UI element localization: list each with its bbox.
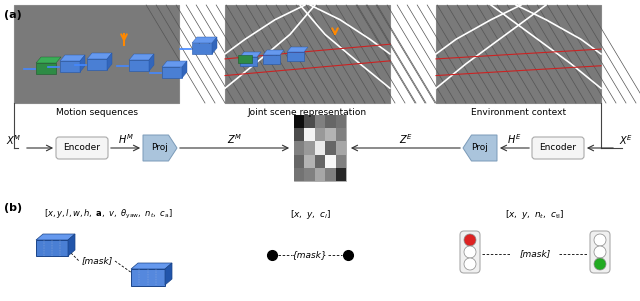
- Text: [mask]: [mask]: [81, 256, 113, 265]
- Polygon shape: [87, 53, 112, 59]
- Bar: [325, 141, 335, 155]
- Polygon shape: [143, 135, 177, 161]
- Polygon shape: [463, 135, 497, 161]
- Text: Joint scene representation: Joint scene representation: [248, 108, 367, 117]
- Bar: [294, 128, 305, 141]
- Text: $H^E$: $H^E$: [508, 132, 522, 146]
- Text: $[x,\ y,\ n_t,\ c_\mathrm{tl}]$: $[x,\ y,\ n_t,\ c_\mathrm{tl}]$: [506, 208, 564, 221]
- Bar: [315, 128, 325, 141]
- Text: $[x,\ y,\ c_l]$: $[x,\ y,\ c_l]$: [289, 208, 330, 221]
- Bar: [305, 168, 315, 181]
- Bar: [335, 168, 346, 181]
- FancyBboxPatch shape: [590, 231, 610, 273]
- Text: $X^M$: $X^M$: [6, 133, 22, 147]
- Circle shape: [594, 246, 606, 258]
- Bar: [325, 128, 335, 141]
- Circle shape: [594, 258, 606, 270]
- Polygon shape: [287, 47, 308, 52]
- Polygon shape: [60, 55, 85, 61]
- Bar: [294, 168, 305, 181]
- Bar: [294, 115, 346, 181]
- Polygon shape: [162, 61, 187, 67]
- Polygon shape: [68, 234, 75, 256]
- Text: $Z^E$: $Z^E$: [399, 132, 412, 146]
- Text: Encoder: Encoder: [540, 144, 577, 153]
- Polygon shape: [129, 54, 154, 60]
- Bar: [315, 141, 325, 155]
- Bar: [162, 67, 182, 78]
- Bar: [315, 155, 325, 168]
- Bar: [294, 155, 305, 168]
- Bar: [436, 5, 601, 103]
- Bar: [87, 59, 107, 70]
- Bar: [315, 168, 325, 181]
- Bar: [263, 55, 280, 64]
- Bar: [60, 61, 80, 72]
- Circle shape: [464, 258, 476, 270]
- Circle shape: [464, 234, 476, 246]
- Polygon shape: [192, 37, 217, 43]
- Polygon shape: [36, 234, 75, 240]
- Polygon shape: [80, 55, 85, 72]
- Text: Proj: Proj: [472, 144, 488, 153]
- Text: (b): (b): [4, 203, 22, 213]
- Bar: [315, 115, 325, 128]
- Bar: [294, 115, 305, 128]
- Bar: [305, 141, 315, 155]
- Bar: [335, 115, 346, 128]
- Bar: [36, 63, 56, 74]
- Bar: [325, 115, 335, 128]
- Bar: [305, 155, 315, 168]
- FancyBboxPatch shape: [56, 137, 108, 159]
- Polygon shape: [149, 54, 154, 71]
- Bar: [325, 168, 335, 181]
- Circle shape: [594, 234, 606, 246]
- Polygon shape: [263, 50, 284, 55]
- Polygon shape: [36, 57, 61, 63]
- Bar: [294, 141, 305, 155]
- Bar: [14, 5, 179, 103]
- Bar: [325, 155, 335, 168]
- Circle shape: [464, 246, 476, 258]
- Text: [mask]: [mask]: [520, 250, 550, 259]
- Bar: [225, 5, 390, 103]
- Polygon shape: [182, 61, 187, 78]
- Text: (a): (a): [4, 10, 22, 20]
- Bar: [305, 115, 315, 128]
- FancyBboxPatch shape: [460, 231, 480, 273]
- FancyBboxPatch shape: [532, 137, 584, 159]
- Polygon shape: [240, 52, 261, 57]
- Bar: [335, 155, 346, 168]
- Bar: [129, 60, 149, 71]
- Text: Proj: Proj: [152, 144, 168, 153]
- Text: Motion sequences: Motion sequences: [56, 108, 138, 117]
- Bar: [36, 240, 68, 256]
- Text: $H^M$: $H^M$: [118, 132, 133, 146]
- Text: {mask}: {mask}: [292, 250, 328, 259]
- Bar: [335, 128, 346, 141]
- Bar: [305, 128, 315, 141]
- Polygon shape: [131, 263, 172, 269]
- Polygon shape: [212, 37, 217, 54]
- Bar: [335, 141, 346, 155]
- Polygon shape: [107, 53, 112, 70]
- Text: Environment context: Environment context: [471, 108, 566, 117]
- Text: $Z^M$: $Z^M$: [227, 132, 242, 146]
- Text: Encoder: Encoder: [63, 144, 100, 153]
- Bar: [240, 57, 257, 66]
- Bar: [238, 55, 252, 63]
- Polygon shape: [165, 263, 172, 285]
- Bar: [131, 269, 165, 286]
- Text: $X^E$: $X^E$: [619, 133, 633, 147]
- Bar: [287, 52, 304, 61]
- Bar: [192, 43, 212, 54]
- Text: $[x, y, l, w, h,\ \mathbf{a},\ v,\ \theta_\mathrm{yaw},\ n_t,\ c_\mathrm{a}]$: $[x, y, l, w, h,\ \mathbf{a},\ v,\ \thet…: [44, 208, 172, 221]
